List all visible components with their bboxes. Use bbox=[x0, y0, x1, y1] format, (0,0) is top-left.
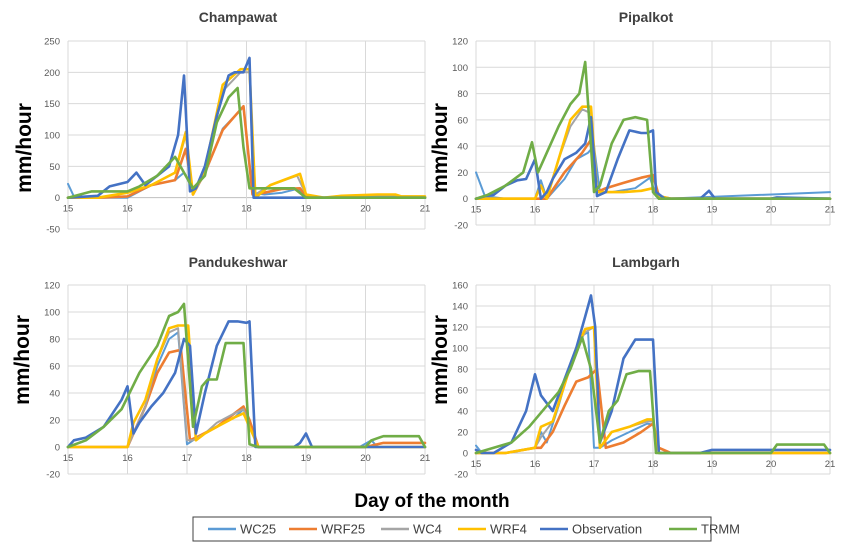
x-tick-label: 21 bbox=[825, 459, 836, 470]
y-tick-label: 60 bbox=[49, 362, 60, 373]
x-tick-label: 16 bbox=[122, 453, 133, 464]
y-tick-label: 120 bbox=[44, 281, 60, 292]
x-tick-label: 17 bbox=[589, 205, 600, 216]
legend: WC25 WRF25 WC4 WRF4 Observation TRMM bbox=[192, 516, 740, 542]
series-line-wrf4 bbox=[66, 324, 427, 449]
x-tick-label: 16 bbox=[122, 204, 133, 215]
legend-label: TRMM bbox=[701, 522, 740, 537]
x-tick-label: 15 bbox=[63, 453, 74, 464]
panel-title: Lambgarh bbox=[612, 254, 680, 270]
legend-item-wc25: WC25 bbox=[208, 522, 276, 537]
y-tick-label: 120 bbox=[452, 323, 468, 334]
y-tick-label: 40 bbox=[457, 407, 468, 418]
series-line-observation bbox=[474, 115, 832, 200]
y-tick-label: 0 bbox=[55, 443, 60, 454]
y-tick-label: 60 bbox=[457, 386, 468, 397]
y-tick-label: -20 bbox=[454, 470, 468, 481]
panel-lambgarh: Lambgarh -20 0 20 40 60 80 100 120 140 160 15 16 17 18… bbox=[452, 254, 835, 481]
x-tick-label: 18 bbox=[241, 204, 252, 215]
y-tick-label: -20 bbox=[454, 221, 468, 232]
legend-item-wrf25: WRF25 bbox=[289, 522, 365, 537]
y-tick-label: 80 bbox=[457, 89, 468, 100]
y-tick-label: 100 bbox=[452, 344, 468, 355]
series-line-observation bbox=[66, 56, 427, 199]
panel-title: Champawat bbox=[199, 9, 278, 25]
legend-item-trmm: TRMM bbox=[669, 522, 740, 537]
y-tick-label: 140 bbox=[452, 302, 468, 313]
y-tick-label: 0 bbox=[463, 194, 468, 205]
panel-champawat: Champawat -50 0 50 100 150 200 250 15 16 17 18 19 20 2… bbox=[44, 9, 430, 236]
legend-label: WRF25 bbox=[321, 522, 365, 537]
y-tick-label: 250 bbox=[44, 37, 60, 48]
y-tick-label: 20 bbox=[49, 416, 60, 427]
legend-label: WC25 bbox=[240, 522, 276, 537]
legend-label: Observation bbox=[572, 522, 642, 537]
x-tick-label: 19 bbox=[707, 459, 718, 470]
x-tick-label: 19 bbox=[301, 453, 312, 464]
y-tick-label: 20 bbox=[457, 428, 468, 439]
x-axis-label: Day of the month bbox=[354, 491, 509, 512]
series-line-trmm bbox=[474, 336, 832, 455]
y-tick-label: 100 bbox=[44, 131, 60, 142]
y-axis-label-bottom-left: mm/hour bbox=[11, 315, 34, 405]
y-tick-label: 200 bbox=[44, 68, 60, 79]
legend-label: WC4 bbox=[413, 522, 442, 537]
y-tick-label: 100 bbox=[452, 63, 468, 74]
y-tick-label: 0 bbox=[55, 193, 60, 204]
x-tick-label: 17 bbox=[589, 459, 600, 470]
panel-title: Pandukeshwar bbox=[189, 254, 288, 270]
legend-box bbox=[192, 516, 712, 542]
x-tick-label: 20 bbox=[360, 204, 371, 215]
y-tick-label: 40 bbox=[49, 389, 60, 400]
series-line-trmm bbox=[474, 60, 832, 200]
x-tick-label: 21 bbox=[420, 204, 431, 215]
y-tick-label: 160 bbox=[452, 281, 468, 292]
y-tick-label: 50 bbox=[49, 162, 60, 173]
x-tick-label: 19 bbox=[707, 205, 718, 216]
x-tick-label: 15 bbox=[471, 205, 482, 216]
y-tick-label: 20 bbox=[457, 168, 468, 179]
y-tick-label: 80 bbox=[457, 365, 468, 376]
panel-pandukeshwar: Pandukeshwar -20 0 20 40 60 80 100 120 15 16 17 18 19… bbox=[44, 254, 430, 481]
panel-pipalkot: Pipalkot -20 0 20 40 60 80 100 120 15 16 17 18 19 20 21 bbox=[452, 9, 835, 232]
legend-item-observation: Observation bbox=[540, 522, 642, 537]
x-tick-label: 19 bbox=[301, 204, 312, 215]
y-axis-label-top-right: mm/hour bbox=[429, 103, 452, 193]
x-tick-label: 18 bbox=[648, 459, 659, 470]
y-tick-label: -50 bbox=[46, 225, 60, 236]
y-tick-label: 80 bbox=[49, 335, 60, 346]
legend-item-wrf4: WRF4 bbox=[458, 522, 527, 537]
x-tick-label: 15 bbox=[471, 459, 482, 470]
y-tick-label: 60 bbox=[457, 115, 468, 126]
series-line-trmm bbox=[66, 302, 427, 449]
y-tick-label: 150 bbox=[44, 99, 60, 110]
x-tick-label: 16 bbox=[530, 459, 541, 470]
y-axis-label-top-left: mm/hour bbox=[13, 103, 36, 193]
x-tick-label: 17 bbox=[182, 204, 193, 215]
x-tick-label: 18 bbox=[648, 205, 659, 216]
legend-item-wc4: WC4 bbox=[381, 522, 442, 537]
x-tick-label: 18 bbox=[241, 453, 252, 464]
x-tick-label: 17 bbox=[182, 453, 193, 464]
legend-label: WRF4 bbox=[490, 522, 527, 537]
x-tick-label: 15 bbox=[63, 204, 74, 215]
x-tick-label: 16 bbox=[530, 205, 541, 216]
x-tick-label: 21 bbox=[825, 205, 836, 216]
y-tick-label: 100 bbox=[44, 308, 60, 319]
x-tick-label: 20 bbox=[766, 205, 777, 216]
y-tick-label: 40 bbox=[457, 142, 468, 153]
panel-title: Pipalkot bbox=[619, 9, 674, 25]
x-tick-label: 21 bbox=[420, 453, 431, 464]
y-tick-label: -20 bbox=[46, 470, 60, 481]
x-tick-label: 20 bbox=[766, 459, 777, 470]
y-axis-label-bottom-right: mm/hour bbox=[429, 315, 452, 405]
series-line-trmm bbox=[66, 86, 427, 199]
y-tick-label: 0 bbox=[463, 449, 468, 460]
x-tick-label: 20 bbox=[360, 453, 371, 464]
y-tick-label: 120 bbox=[452, 37, 468, 48]
